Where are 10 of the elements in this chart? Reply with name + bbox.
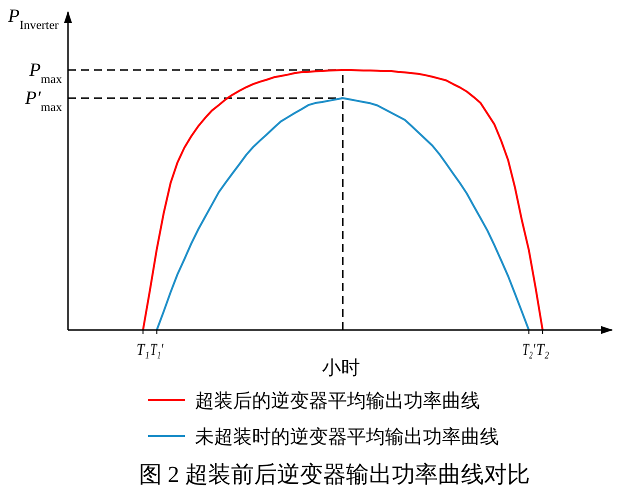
x-tick-label: T₁ — [136, 340, 152, 359]
y-axis-title: P$_{Inverter}$ — [7, 6, 59, 32]
legend-label: 超装后的逆变器平均输出功率曲线 — [195, 390, 480, 412]
x-axis-title: 小时 — [322, 358, 360, 379]
legend-label: 未超装时的逆变器平均输出功率曲线 — [195, 426, 499, 448]
text: 图 2 超装前后逆变器输出功率曲线对比 — [139, 462, 530, 487]
x-tick-label: T₂ — [536, 340, 552, 359]
ref-line-label: P′$_{max}$ — [24, 88, 63, 114]
x-tick-label: T₁′ — [150, 340, 170, 359]
ref-line-label: P$_{max}$ — [28, 60, 63, 86]
